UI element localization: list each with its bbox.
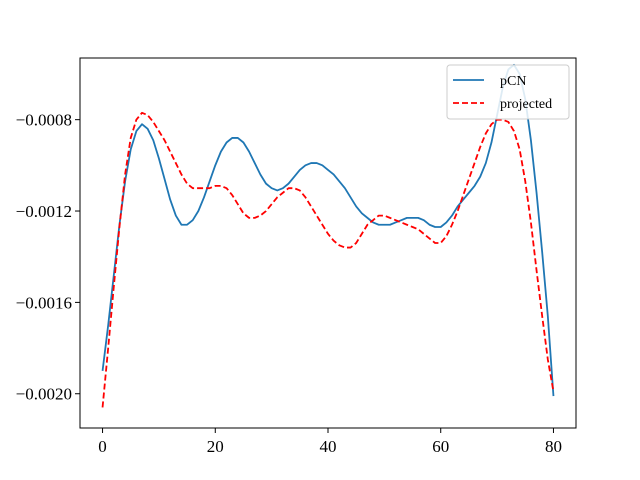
x-tick-label: 0 (98, 437, 107, 456)
legend-box (446, 64, 570, 120)
x-tick-label: 40 (320, 437, 337, 456)
legend: pCN projected (446, 64, 570, 120)
series-layer (101, 63, 555, 408)
y-tick-label: −0.0020 (16, 385, 72, 404)
y-axis: −0.0020 −0.0016 −0.0012 −0.0008 (16, 111, 80, 404)
x-tick-label: 80 (545, 437, 562, 456)
legend-label-pcn: pCN (500, 74, 526, 89)
y-tick-label: −0.0008 (16, 111, 72, 130)
legend-label-projected: projected (500, 97, 552, 112)
y-tick-label: −0.0012 (16, 202, 72, 221)
x-tick-label: 60 (432, 437, 449, 456)
series-line-projected (101, 111, 555, 408)
series-line-pcn (101, 63, 555, 397)
y-tick-label: −0.0016 (16, 293, 72, 312)
x-axis: 0 20 40 60 80 (98, 428, 562, 456)
x-tick-label: 20 (207, 437, 224, 456)
